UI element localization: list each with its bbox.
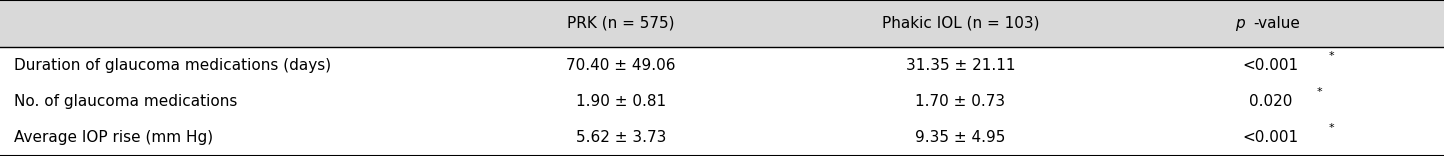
Text: p: p bbox=[1235, 16, 1245, 31]
Text: <0.001: <0.001 bbox=[1243, 58, 1298, 73]
Text: Average IOP rise (mm Hg): Average IOP rise (mm Hg) bbox=[14, 130, 214, 145]
Text: -value: -value bbox=[1253, 16, 1300, 31]
Text: <0.001: <0.001 bbox=[1243, 130, 1298, 145]
Text: 9.35 ± 4.95: 9.35 ± 4.95 bbox=[915, 130, 1005, 145]
Bar bbox=[0, 0, 1444, 47]
Text: 5.62 ± 3.73: 5.62 ± 3.73 bbox=[576, 130, 666, 145]
Text: Phakic IOL (n = 103): Phakic IOL (n = 103) bbox=[881, 16, 1040, 31]
Text: *: * bbox=[1328, 51, 1334, 61]
Text: *: * bbox=[1317, 87, 1323, 97]
Text: Duration of glaucoma medications (days): Duration of glaucoma medications (days) bbox=[14, 58, 332, 73]
Text: 0.020: 0.020 bbox=[1249, 94, 1292, 109]
Text: 31.35 ± 21.11: 31.35 ± 21.11 bbox=[905, 58, 1015, 73]
Text: PRK (n = 575): PRK (n = 575) bbox=[567, 16, 674, 31]
Text: 1.90 ± 0.81: 1.90 ± 0.81 bbox=[576, 94, 666, 109]
Text: No. of glaucoma medications: No. of glaucoma medications bbox=[14, 94, 238, 109]
Bar bbox=[0, 47, 1444, 83]
Text: 70.40 ± 49.06: 70.40 ± 49.06 bbox=[566, 58, 676, 73]
Bar bbox=[0, 83, 1444, 120]
Bar bbox=[0, 120, 1444, 156]
Text: 1.70 ± 0.73: 1.70 ± 0.73 bbox=[915, 94, 1005, 109]
Text: *: * bbox=[1328, 123, 1334, 133]
